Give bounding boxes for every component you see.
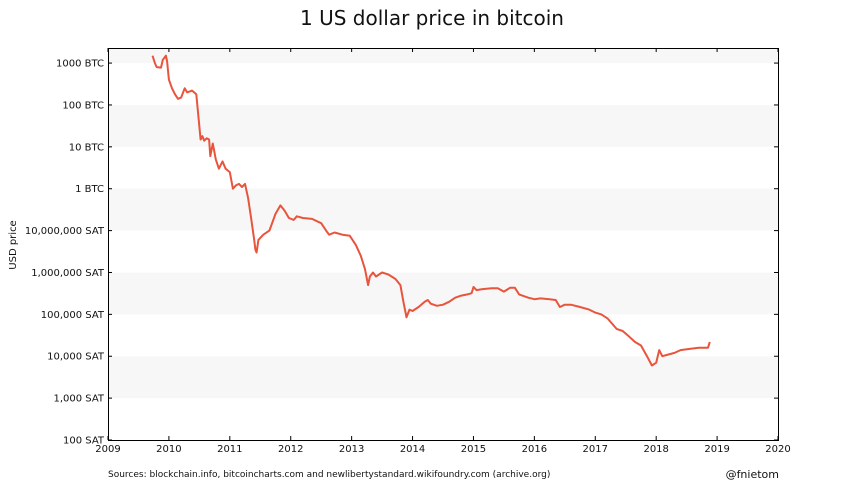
sources-note: Sources: blockchain.info, bitcoincharts.… (108, 470, 551, 480)
x-tick-label: 2009 (95, 444, 120, 455)
y-tick-label: 10,000 SAT (47, 352, 105, 363)
background-bands (108, 48, 778, 399)
y-tick-label: 100 BTC (62, 100, 104, 111)
series-layer (151, 54, 711, 367)
x-tick-label: 2010 (156, 444, 181, 455)
y-axis: 100 SAT 1,000 SAT 10,000 SAT 100,000 SAT 1,0… (25, 59, 778, 447)
y-tick-label: 10 BTC (69, 142, 104, 153)
y-tick-label: 100 SAT (63, 436, 105, 447)
x-tick-label: 2018 (643, 444, 668, 455)
x-tick-label: 2017 (583, 444, 608, 455)
y-tick-label: 1,000,000 SAT (31, 268, 105, 279)
grid-band (108, 188, 778, 231)
y-tick-label: 1 BTC (75, 184, 104, 195)
x-tick-label: 2013 (339, 444, 364, 455)
y-tick-label: 1,000 SAT (53, 394, 104, 405)
x-tick-label: 2014 (400, 444, 425, 455)
x-tick-label: 2011 (217, 444, 242, 455)
author-attribution: @fnietom (725, 468, 779, 481)
x-axis: 2009 2010 2011 2012 2013 2014 2015 2016 2017 2018… (95, 48, 791, 455)
y-tick-label: 100,000 SAT (41, 310, 105, 321)
grid-band (108, 48, 778, 64)
x-tick-label: 2015 (461, 444, 486, 455)
chart-title: 1 US dollar price in bitcoin (300, 6, 564, 30)
grid-band (108, 272, 778, 315)
grid-band (108, 356, 778, 399)
x-tick-label: 2012 (278, 444, 303, 455)
series-line-0 (151, 54, 711, 367)
y-tick-label: 1000 BTC (56, 59, 104, 70)
x-tick-label: 2020 (765, 444, 790, 455)
plot-frame (108, 48, 779, 441)
y-axis-label: USD price (8, 220, 19, 269)
grid-band (108, 104, 778, 147)
y-tick-label: 10,000,000 SAT (25, 226, 105, 237)
x-tick-label: 2019 (704, 444, 729, 455)
x-tick-label: 2016 (522, 444, 547, 455)
